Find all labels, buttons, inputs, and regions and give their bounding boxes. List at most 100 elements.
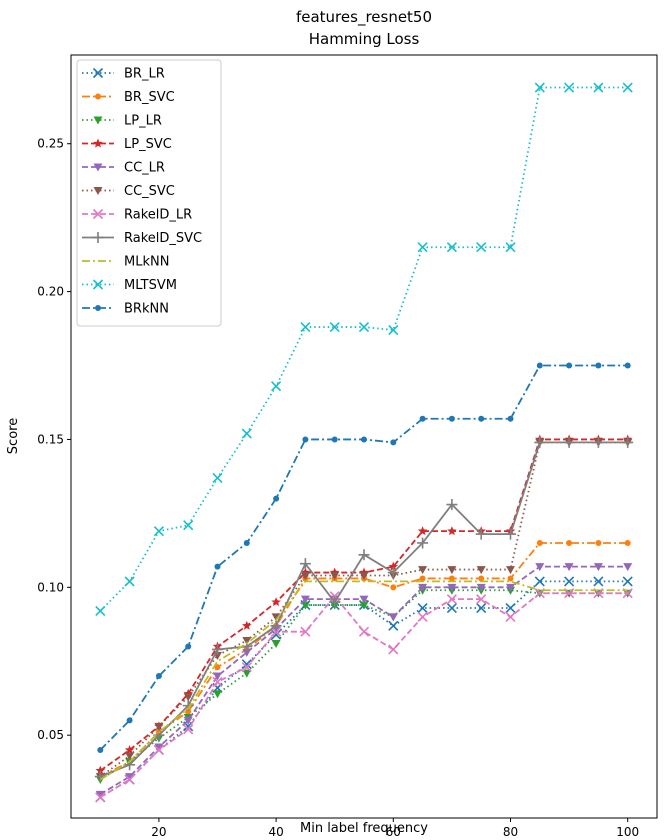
data-point-cc-lr [418,583,428,592]
series-line-lp-lr [99,589,628,781]
data-point-mltsvm [95,605,106,617]
data-point-cc-lr [154,743,164,752]
legend-label: CC_SVC [124,184,175,199]
data-point-rakeld-lr [388,644,399,655]
legend-marker [92,67,104,79]
y-tick-label: 0.20 [37,285,64,299]
legend: BR_LR BR_SVC LP_LR LP_SVC CC_LR CC_SVC RakelD_… [76,59,222,327]
data-point-lp-svc [417,526,428,536]
data-point-lp-lr [359,601,369,610]
data-point-br-svc [448,575,455,582]
data-point-lp-lr [300,601,310,610]
data-point-lp-svc [242,620,252,630]
data-point-rakeld-svc [417,537,429,549]
data-point-mltsvm [183,520,194,531]
chart-title-line-2: Hamming Loss [309,30,420,48]
data-point-cc-lr [242,648,252,657]
legend-item-cc-svc: CC_SVC [82,184,175,199]
series-line-rakeld-lr [99,592,628,799]
data-point-rakeld-svc [387,567,399,579]
legend-item-lp-svc: LP_SVC [82,137,172,152]
series-mlknn [99,580,628,781]
data-point-cc-lr [359,595,369,604]
legend-marker [92,208,104,220]
legend-label: BR_LR [124,67,165,82]
data-point-brknn [361,436,367,443]
data-point-rakeld-svc [505,528,516,540]
series-line-br-lr [99,580,628,799]
data-point-cc-lr [476,583,486,592]
data-point-rakeld-lr [300,626,311,637]
data-point-mltsvm [564,82,575,93]
data-point-rakeld-lr [212,676,223,688]
ticks-layer: 20 40 60 80 100 0.05 0.10 0.15 0.20 0.25 [37,137,639,839]
data-point-mltsvm [446,242,457,253]
data-point-mltsvm [622,82,633,93]
legend-marker [93,138,103,148]
data-point-cc-svc [330,571,340,580]
legend-item-cc-lr: CC_LR [82,161,165,176]
series-brknn [97,362,631,753]
data-point-cc-lr [593,563,603,572]
legend-item-brknn: BRkNN [82,302,169,317]
data-point-brknn [624,362,631,369]
data-point-brknn [155,673,162,680]
legend-item-lp-lr: LP_LR [82,114,162,129]
legend-label: MLkNN [124,255,169,270]
data-point-br-lr [446,602,457,614]
data-point-rakeld-svc [592,436,604,448]
data-point-mltsvm [153,526,164,537]
legend-item-mltsvm: MLTSVM [82,278,177,293]
y-tick-label: 0.10 [37,580,64,594]
data-point-rakeld-lr [446,594,457,605]
series-cc-svc [95,438,633,782]
series-rakeld-svc [94,436,634,783]
data-point-brknn [126,717,133,724]
y-tick-label: 0.05 [37,728,64,742]
plot-frame [70,54,658,819]
data-point-br-lr [505,602,516,614]
legend-item-rakeld-lr: RakelD_LR [82,208,192,223]
x-tick-label: 100 [616,825,639,839]
chart-title-line-1: features_resnet50 [296,8,432,27]
data-point-lp-svc [271,597,281,607]
data-point-br-svc [536,539,543,546]
data-point-rakeld-svc [299,558,311,570]
data-point-cc-lr [300,595,310,604]
legend-marker [92,232,104,243]
x-tick-label: 80 [503,825,518,839]
legend-marker [93,116,103,125]
data-point-cc-lr [213,672,222,681]
data-point-mltsvm [212,472,223,483]
data-point-cc-svc [183,693,193,702]
x-tick-label: 60 [386,825,401,839]
data-point-cc-svc [476,566,486,575]
data-point-mltsvm [271,381,282,392]
data-point-brknn [302,436,309,443]
data-point-mltsvm [388,324,399,336]
data-point-mltsvm [358,322,370,333]
data-point-br-svc [507,575,514,582]
data-point-rakeld-svc [475,528,487,540]
data-point-lp-svc [95,765,106,775]
data-point-lp-lr [213,690,222,699]
data-point-mltsvm [593,82,604,93]
data-point-br-svc [624,539,631,546]
data-point-mltsvm [534,82,545,93]
data-point-rakeld-svc [270,620,282,632]
data-point-br-lr [241,659,252,670]
data-point-rakeld-lr [95,792,106,803]
legend-marker [95,305,101,311]
legend-marker [93,163,103,172]
data-point-brknn [507,415,514,422]
data-point-br-svc [478,575,485,582]
data-point-rakeld-svc [446,499,458,511]
data-point-rakeld-svc [212,643,223,655]
data-point-rakeld-svc [563,436,575,448]
data-point-rakeld-svc [622,436,634,448]
data-point-brknn [185,643,192,650]
data-point-br-svc [214,664,221,671]
data-point-cc-svc [125,752,135,761]
data-point-brknn [595,362,602,369]
legend-frame [76,59,222,327]
